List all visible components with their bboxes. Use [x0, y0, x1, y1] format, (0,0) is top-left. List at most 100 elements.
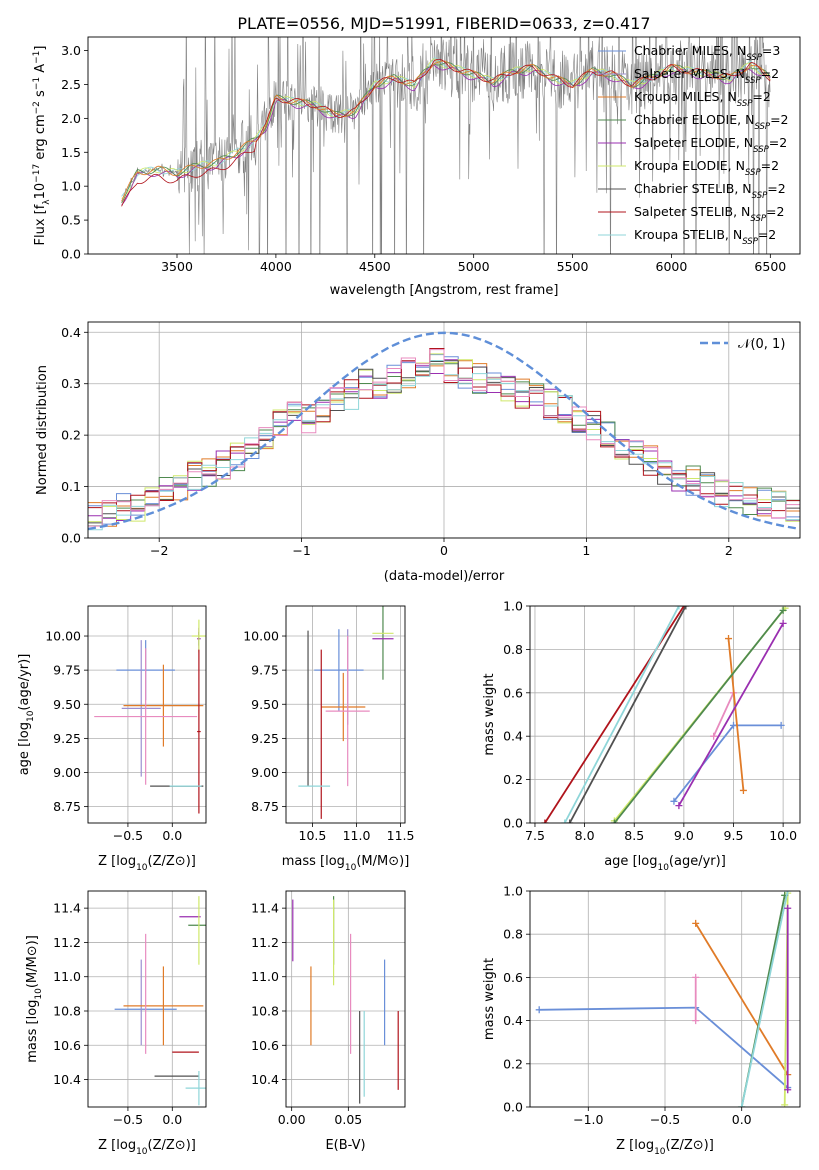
legend-label: Chabrier STELIB, NSSP=2	[634, 181, 786, 201]
x-tick-label: 0.0	[162, 828, 182, 843]
y-axis-label: Flux [fλ10−17 erg cm−2 s−1 A−1]	[32, 46, 52, 246]
legend: Chabrier MILES, NSSP=3 Salpeter MILES, NS…	[598, 43, 789, 247]
plot-area	[530, 606, 800, 823]
panel-mass_vs_z: −0.5 0.0 10.4 10.6 10.8 11.0 11.2 11.4 Z [log10(…	[25, 890, 207, 1157]
series-marker	[784, 891, 792, 895]
series-line	[613, 609, 784, 823]
panel-age_vs_mass: 10.5 11.0 11.5 8.75 9.00 9.25 9.50 9.75 10.00 mas…	[243, 605, 415, 873]
y-tick-label: 0.5	[61, 213, 81, 228]
series-marker	[610, 819, 618, 823]
x-tick-label: −0.5	[113, 828, 143, 843]
x-tick-label: 9.5	[724, 828, 744, 843]
plot-area	[88, 322, 800, 538]
y-tick-label: 11.0	[251, 969, 279, 984]
y-tick-label: 9.25	[53, 731, 81, 746]
series-marker	[670, 797, 678, 805]
x-axis-label: E(B-V)	[325, 1138, 365, 1153]
axes-frame	[87, 605, 207, 824]
y-tick-label: 9.00	[251, 765, 279, 780]
y-tick-label: 0.1	[61, 479, 81, 494]
y-tick-label: 1.0	[503, 599, 523, 614]
y-tick-label: 10.4	[251, 1072, 279, 1087]
panel-residuals: −2 −1 0 1 2 0.0 0.1 0.2 0.3 0.4 𝒩(0, 1) (data-model…	[35, 321, 801, 584]
y-tick-label: 0.0	[503, 816, 523, 831]
x-axis-label: mass [log10(M/M⊙)]	[282, 854, 410, 873]
x-tick-label: 10.5	[299, 828, 327, 843]
series-marker	[675, 802, 683, 810]
x-tick-label: −0.5	[650, 1112, 680, 1127]
figure-title: PLATE=0556, MJD=51991, FIBERID=0633, z=0…	[237, 14, 650, 33]
y-tick-label: 0.6	[503, 685, 523, 700]
y-tick-label: 9.00	[53, 765, 81, 780]
x-tick-label: 0	[440, 543, 448, 558]
x-tick-label: 8.5	[624, 828, 644, 843]
model-kroupa_stelib	[121, 57, 771, 197]
y-axis-label: mass [log10(M/M⊙)]	[25, 935, 44, 1063]
y-tick-label: 10.00	[45, 629, 81, 644]
y-axis-label: age [log10(age/yr)]	[17, 654, 36, 776]
x-tick-label: 7.5	[525, 828, 545, 843]
y-tick-label: 11.0	[53, 969, 81, 984]
series-line	[563, 606, 680, 823]
series-line	[740, 891, 789, 1107]
series-line	[727, 638, 745, 791]
legend-label: Salpeter ELODIE, NSSP=2	[634, 135, 787, 155]
y-tick-label: 1.5	[61, 145, 81, 160]
x-tick-label: 6500	[754, 259, 786, 274]
axes-frame	[87, 890, 207, 1108]
series-line	[678, 622, 784, 807]
y-tick-label: 0.3	[61, 376, 81, 391]
series-marker	[777, 721, 785, 729]
panel-spectrum: 3500 4000 4500 5000 5500 6000 6500 0.0 0.5 1.0 1.5…	[32, 36, 801, 298]
legend-label: 𝒩(0, 1)	[738, 337, 785, 352]
series-line	[712, 692, 735, 737]
y-tick-label: 0.2	[503, 1056, 523, 1071]
x-tick-label: 8.0	[575, 828, 595, 843]
series-marker	[541, 819, 549, 823]
legend-label: Kroupa ELODIE, NSSP=2	[634, 158, 779, 178]
plot-area	[530, 891, 800, 1107]
y-tick-label: 10.6	[53, 1038, 81, 1053]
x-tick-label: −0.5	[113, 1112, 143, 1127]
series-marker	[725, 635, 733, 643]
plot-area	[286, 891, 405, 1107]
y-tick-label: 10.00	[243, 629, 279, 644]
y-tick-label: 0.6	[503, 970, 523, 985]
x-tick-label: 1	[582, 543, 590, 558]
y-tick-label: 10.6	[251, 1038, 279, 1053]
y-tick-label: 11.4	[251, 901, 279, 916]
y-tick-label: 0.8	[503, 927, 523, 942]
plot-area	[286, 606, 405, 823]
axes-frame	[285, 890, 406, 1108]
y-tick-label: 0.4	[61, 325, 81, 340]
panel-mass_vs_ebv: 0.00 0.05 10.4 10.6 10.8 11.0 11.2 11.4 E(B-V)	[251, 890, 406, 1153]
axes-frame	[285, 605, 406, 824]
plot-area	[88, 891, 206, 1107]
x-tick-label: 11.0	[343, 828, 371, 843]
series-marker	[535, 1006, 543, 1014]
panel-weight_vs_z: −1.0 −0.5 0.0 0.0 0.2 0.4 0.6 0.8 1.0 Z [log10(Z/…	[482, 884, 801, 1157]
series-marker	[566, 819, 574, 823]
panel-age_vs_z: −0.5 0.0 8.75 9.00 9.25 9.50 9.75 10.00 Z [log10…	[17, 605, 207, 873]
series-marker	[682, 606, 690, 610]
series-marker	[561, 819, 569, 823]
series-marker	[779, 606, 787, 614]
y-tick-label: 0.2	[61, 428, 81, 443]
x-axis-label: Z [log10(Z/Z⊙)]	[98, 854, 196, 873]
y-axis-label: mass weight	[482, 673, 497, 755]
model-salpeter_stelib	[121, 59, 771, 207]
x-tick-label: 10.0	[769, 828, 797, 843]
y-tick-label: 8.75	[251, 799, 279, 814]
legend-label: Kroupa STELIB, NSSP=2	[634, 227, 776, 247]
y-tick-label: 0.8	[503, 642, 523, 657]
x-tick-label: 3500	[161, 259, 193, 274]
series-marker	[738, 1103, 746, 1107]
legend-label: Salpeter STELIB, NSSP=2	[634, 204, 784, 224]
y-tick-label: 10.8	[53, 1004, 81, 1019]
x-tick-label: 0.00	[278, 1112, 306, 1127]
hist-pink_model	[88, 349, 800, 527]
series-line	[568, 606, 687, 823]
model-kroupa_elodie	[121, 58, 771, 199]
legend-label: Chabrier MILES, NSSP=3	[634, 43, 780, 63]
